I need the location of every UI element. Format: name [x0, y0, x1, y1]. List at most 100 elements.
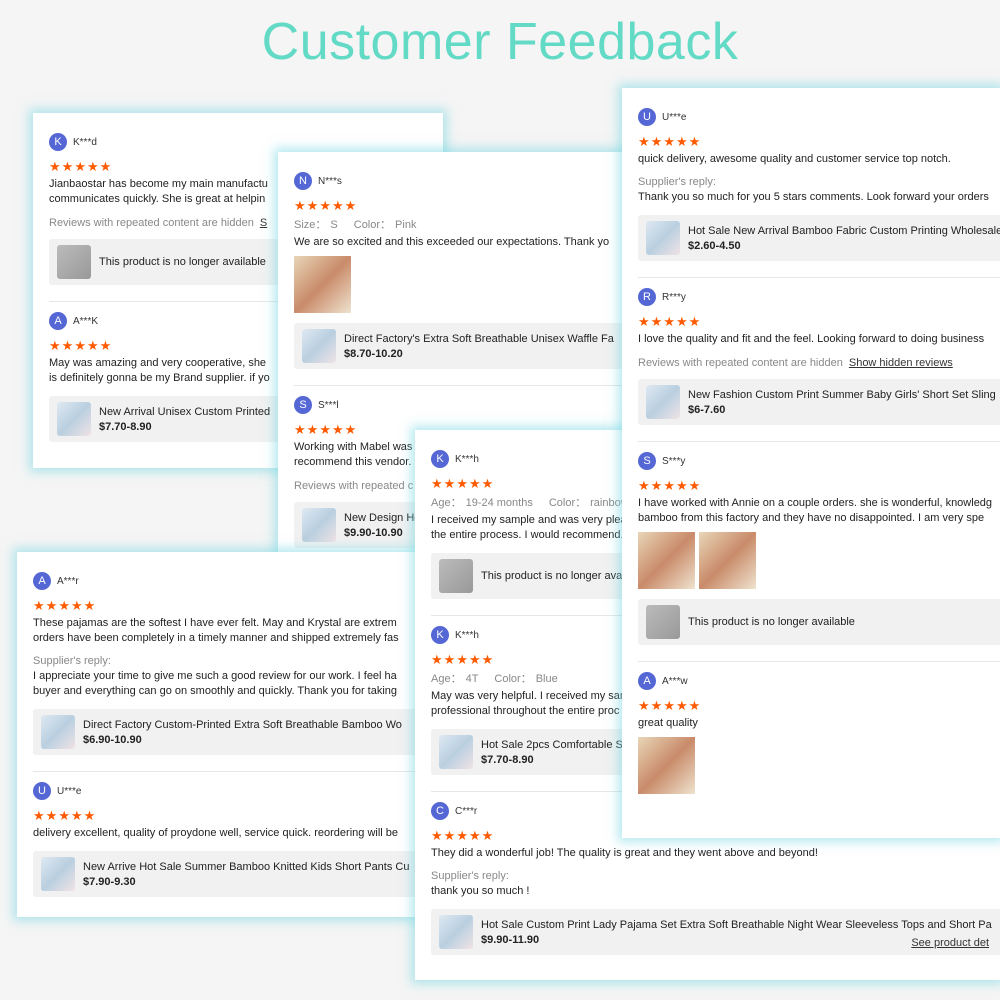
review-header: R R***y [638, 286, 1000, 308]
reply-label: Supplier's reply: [638, 176, 716, 188]
product-box[interactable]: Hot Sale New Arrival Bamboo Fabric Custo… [638, 215, 1000, 261]
product-title: New Fashion Custom Print Summer Baby Gir… [688, 388, 996, 401]
star: ★ [319, 422, 332, 437]
star: ★ [468, 476, 482, 491]
star: ★ [70, 598, 84, 613]
photos [294, 256, 648, 313]
attr-value: 19-24 months [465, 497, 533, 509]
star: ★ [61, 338, 75, 353]
star: ★ [294, 422, 307, 437]
product-thumb [439, 735, 473, 769]
reply-text: Thank you so much for you 5 stars commen… [638, 191, 989, 203]
reviewer-name: K***h [455, 453, 479, 465]
review-text: bamboo from this factory and they have n… [638, 512, 985, 524]
star: ★ [663, 314, 676, 329]
review-text: is definitely gonna be my Brand supplier… [49, 372, 270, 384]
product-unavailable: This product is no longer available [99, 256, 266, 268]
product-thumb [57, 402, 91, 436]
product-box[interactable]: Hot Sale Custom Print Lady Pajama Set Ex… [431, 909, 1000, 955]
star: ★ [481, 476, 495, 491]
star: ★ [481, 828, 495, 843]
reviewer-name: C***r [455, 805, 478, 817]
star: ★ [58, 808, 71, 823]
review-text: the entire process. I would recommend. [431, 529, 624, 541]
star: ★ [638, 134, 651, 149]
star: ★ [86, 159, 100, 174]
avatar: N [294, 172, 312, 190]
product-box[interactable]: New Arrive Hot Sale Summer Bamboo Knitte… [33, 851, 437, 897]
show-hidden-link[interactable]: Show hidden reviews [848, 357, 953, 369]
review-text: I love the quality and fit and the feel.… [638, 333, 985, 345]
review-header: S S***y [638, 450, 1000, 472]
product-price: $6.90-10.90 [83, 733, 142, 746]
review-text: quick delivery, awesome quality and cust… [638, 153, 951, 165]
star: ★ [431, 652, 444, 667]
avatar: K [49, 133, 67, 151]
star: ★ [663, 478, 676, 493]
star: ★ [49, 338, 62, 353]
product-box[interactable]: Direct Factory Custom-Printed Extra Soft… [33, 709, 437, 755]
review-text: orders have been completely in a timely … [33, 632, 399, 644]
review-text: Working with Mabel was [294, 441, 413, 453]
star-rating: ★★★★★ [431, 828, 1000, 843]
product-box[interactable]: New Fashion Custom Print Summer Baby Gir… [638, 379, 1000, 425]
product-info: New Fashion Custom Print Summer Baby Gir… [688, 389, 996, 416]
reviewer-name: U***e [57, 785, 82, 797]
star: ★ [431, 828, 444, 843]
attributes: Age： 4T Color： Blue [431, 670, 1000, 686]
star: ★ [688, 698, 702, 713]
review-header: N N***s [294, 170, 648, 192]
review-header: C C***r [431, 800, 1000, 822]
product-title: Hot Sale Custom Print Lady Pajama Set Ex… [481, 918, 992, 931]
reviewer-name: A***K [73, 315, 99, 327]
product-price: $7.70-8.90 [481, 753, 534, 766]
star-rating: ★★★★★ [33, 598, 437, 613]
review-photo [638, 737, 695, 794]
product-link[interactable]: See product det [911, 937, 989, 949]
photos [638, 532, 1000, 589]
review: U U***e ★★★★★ delivery excellent, quality o… [33, 771, 437, 913]
star: ★ [294, 198, 307, 213]
star: ★ [650, 134, 664, 149]
product-info: Hot Sale Custom Print Lady Pajama Set Ex… [481, 919, 992, 946]
product-box: This product is no longer available [638, 599, 1000, 645]
review-photo [699, 532, 756, 589]
star: ★ [431, 476, 444, 491]
star: ★ [74, 338, 87, 353]
product-price: $7.70-8.90 [99, 420, 152, 433]
review-header: K K***h [431, 448, 1000, 470]
star: ★ [45, 598, 59, 613]
star: ★ [688, 314, 702, 329]
star: ★ [456, 828, 469, 843]
star: ★ [33, 598, 46, 613]
review-text: professional throughout the entire proc [431, 705, 620, 717]
star: ★ [99, 159, 113, 174]
reviewer-name: K***d [73, 136, 97, 148]
star: ★ [468, 652, 482, 667]
product-price: $6-7.60 [688, 403, 726, 416]
hidden-note: Reviews with repeated content are hidden… [638, 357, 1000, 369]
reviewer-name: K***h [455, 629, 479, 641]
star: ★ [443, 652, 457, 667]
show-hidden-link[interactable]: S [259, 217, 268, 229]
reply-label: Supplier's reply: [431, 870, 509, 882]
review-text: delivery excellent, quality of proydone … [33, 827, 399, 839]
star: ★ [443, 828, 457, 843]
product-box[interactable]: Direct Factory's Extra Soft Breathable U… [294, 323, 648, 369]
review-photo [638, 532, 695, 589]
product-unavailable: This product is no longer available [688, 616, 855, 628]
product-title: New Arrive Hot Sale Summer Bamboo Knitte… [83, 860, 410, 873]
avatar: A [49, 312, 67, 330]
reply-text: thank you so much ! [431, 885, 530, 897]
reviewer-name: S***y [662, 455, 686, 467]
review: N N***s ★★★★★ Size： S Color： Pink We are so exc… [294, 162, 648, 385]
avatar: U [638, 108, 656, 126]
product-title: New Design Ho [344, 511, 421, 524]
star: ★ [83, 598, 97, 613]
star: ★ [306, 422, 320, 437]
product-info: New Arrival Unisex Custom Printed $7.70-8… [99, 406, 270, 433]
product-thumb [646, 605, 680, 639]
product-info: Direct Factory's Extra Soft Breathable U… [344, 333, 614, 360]
review-card: U U***e ★★★★★ quick delivery, awesome quali… [622, 88, 1000, 838]
